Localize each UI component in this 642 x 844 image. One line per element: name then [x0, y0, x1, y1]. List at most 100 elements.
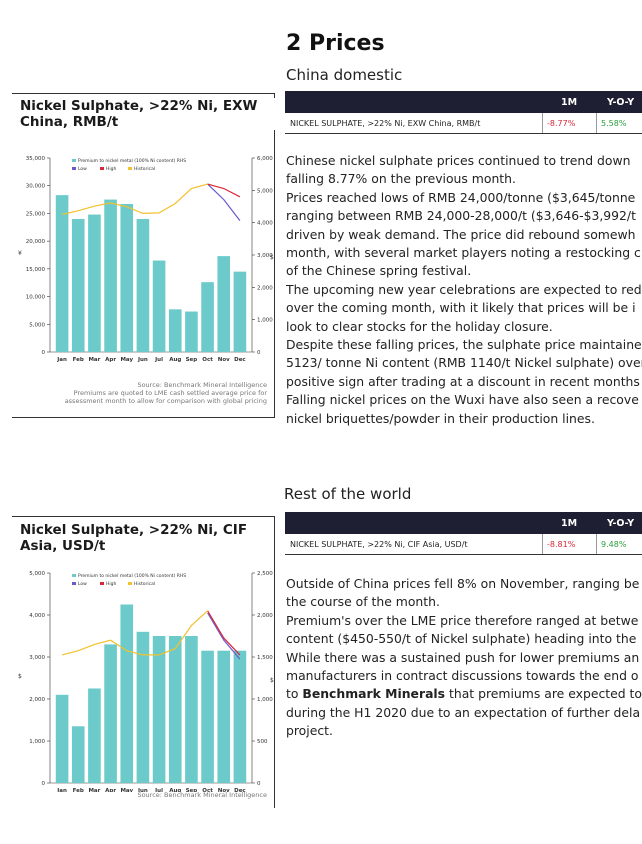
y-tick-label: 4,000 [29, 613, 45, 619]
bar [104, 199, 117, 352]
x-tick-label: Oct [202, 788, 213, 792]
paragraph: Outside of China prices fell 8% on Novem… [286, 575, 642, 741]
bar [136, 218, 150, 352]
bar [71, 726, 85, 783]
chart-source: Source: Benchmark Mineral Intelligence [12, 791, 267, 799]
legend-label: Historical [134, 166, 155, 172]
line-series [207, 610, 241, 656]
text-line: While there was a sustained push for low… [286, 649, 640, 665]
table-header: 1M Y-O-Y [285, 91, 642, 113]
bar [201, 282, 214, 352]
heading: 2 Prices [286, 31, 385, 56]
chart: 0 1,000 2,000 3,000 4,000 5,000 0 500 1,000 1,500… [18, 571, 274, 792]
bar [120, 604, 134, 783]
text-line: The upcoming new year celebrations are e… [286, 281, 642, 297]
text-line: of the Chinese spring festival. [286, 263, 472, 279]
x-tick-label: Aug [169, 788, 181, 792]
y2-tick-label: 2,000 [257, 613, 273, 619]
y2-axis-label: $ [270, 254, 274, 261]
source-line: Premiums are quoted to LME cash settled … [73, 389, 267, 397]
bar [120, 204, 134, 352]
text-line: during the H1 2020 due to an expectation… [286, 704, 641, 720]
y2-tick-label: 1,500 [257, 655, 273, 661]
y-tick-label: 30,000 [26, 184, 46, 190]
chart-title: Nickel Sulphate, >22% Ni, CIF Asia, USD/… [20, 522, 248, 554]
y2-tick-label: 3,000 [257, 253, 273, 259]
bar [217, 256, 231, 352]
line-series [61, 610, 209, 656]
chart-title: Nickel Sulphate, >22% Ni, EXW China, RMB… [20, 98, 275, 130]
legend-label: Low [78, 581, 87, 587]
header-cell: 1M [561, 97, 578, 108]
legend-label: Historical [134, 581, 155, 587]
source-line: Source: Benchmark Mineral Intelligence [137, 381, 267, 389]
subheading-text: China domestic [286, 66, 403, 84]
y2-tick-label: 1,000 [257, 318, 273, 324]
bar [88, 214, 101, 352]
y-tick-label: 10,000 [26, 295, 46, 301]
source-line: assessment month to allow for comparison… [64, 397, 267, 405]
bar [185, 311, 198, 352]
table-cell: 9.48% [596, 534, 626, 554]
bar [104, 644, 117, 783]
x-tick-label: Jul [154, 788, 163, 792]
x-tick-label: Jan [56, 788, 67, 792]
bar [233, 650, 247, 783]
legend-swatch [100, 582, 104, 585]
paragraph: Chinese nickel sulphate prices continued… [286, 152, 642, 428]
x-tick-label: Apr [105, 357, 116, 363]
x-tick-label: Mar [88, 788, 100, 792]
table-cell: -8.77% [542, 113, 575, 133]
table: 1M Y-O-Y NICKEL SULPHATE, >22% Ni, EXW Chi… [285, 91, 642, 134]
header-cell: Y-O-Y [607, 518, 635, 529]
table-cell: NICKEL SULPHATE, >22% Ni, EXW China, RMB… [290, 119, 481, 128]
text-line: to Benchmark Minerals that premiums are … [286, 685, 642, 703]
bar [201, 650, 214, 783]
y-tick-label: 25,000 [26, 211, 46, 217]
bar [55, 195, 69, 352]
y-tick-label: 1,000 [29, 739, 45, 745]
bar [185, 636, 198, 783]
text-line: Premium's over the LME price therefore r… [286, 612, 639, 628]
y-tick-label: 3,000 [29, 655, 45, 661]
text-line: Prices reached lows of RMB 24,000/tonne … [286, 189, 636, 205]
text-run: to [286, 686, 303, 702]
subheading: Rest of the world [284, 484, 411, 503]
table-row: NICKEL SULPHATE, >22% Ni, EXW China, RMB… [285, 113, 642, 134]
legend-label: Premium to nickel metal (100% Ni content… [78, 573, 186, 579]
y-tick-label: 5,000 [29, 571, 45, 577]
legend-swatch [100, 167, 104, 170]
x-tick-label: Jan [56, 357, 67, 363]
header-cell: 1M [561, 518, 578, 529]
y-tick-label: 5,000 [29, 322, 45, 328]
table-row: NICKEL SULPHATE, >22% Ni, CIF Asia, USD/… [285, 534, 642, 555]
header-cell: Y-O-Y [607, 97, 635, 108]
bar [168, 636, 182, 783]
legend-label: Low [78, 166, 87, 172]
text-line: manufacturers in contract discussions to… [286, 668, 639, 684]
text-line: content ($450-550/t of Nickel sulphate) … [286, 631, 637, 647]
y-tick-label: 35,000 [26, 156, 46, 162]
bar [233, 271, 247, 352]
bar [152, 260, 166, 352]
x-tick-label: Feb [73, 788, 84, 792]
x-tick-label: Jun [137, 357, 148, 363]
legend-swatch [72, 574, 76, 577]
x-tick-label: Apr [105, 788, 116, 792]
text-line: month, with several market players notin… [286, 245, 641, 261]
y2-tick-label: 6,000 [257, 156, 273, 162]
text-line: the course of the month. [286, 594, 440, 610]
text-line: 5123/ tonne Ni content (RMB 1140/t Nicke… [286, 355, 642, 371]
text-line: Despite these falling prices, the sulpha… [286, 337, 642, 353]
legend-swatch [128, 167, 132, 170]
x-tick-label: Mar [88, 357, 100, 363]
bar [217, 650, 231, 783]
text-line: ranging between RMB 24,000-28,000/t ($3,… [286, 208, 636, 224]
y2-tick-label: 0 [257, 781, 261, 787]
x-tick-label: Jun [137, 788, 148, 792]
legend-label: Premium to nickel metal (100% Ni content… [78, 158, 186, 164]
y2-tick-label: 2,000 [257, 285, 273, 291]
text-line: over the coming month, with it likely th… [286, 300, 636, 316]
chart-source: Source: Benchmark Mineral Intelligence P… [12, 381, 267, 405]
